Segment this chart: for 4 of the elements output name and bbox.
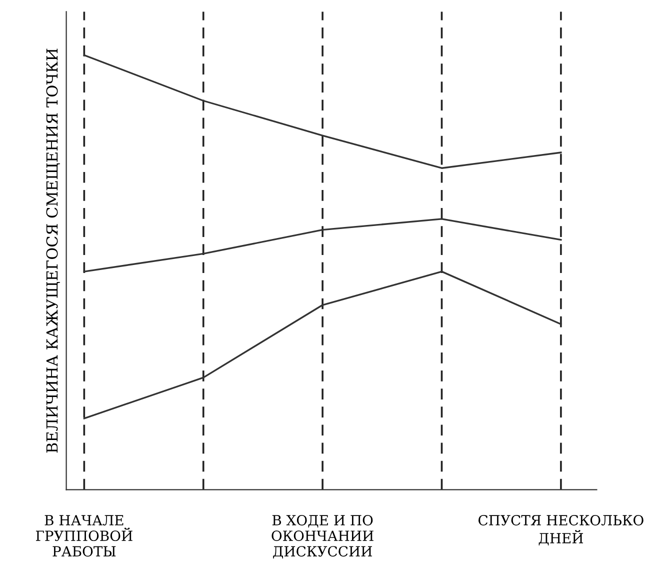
x-tick-label: СПУСТЯ НЕСКОЛЬКО ДНЕЙ xyxy=(478,514,644,546)
y-axis-title: ВЕЛИЧИНА КАЖУЩЕГОСЯ СМЕЩЕНИЯ ТОЧКИ xyxy=(46,48,60,453)
x-tick-label: В ХОДЕ И ПО ОКОНЧАНИИ ДИСКУССИИ xyxy=(272,514,374,559)
x-tick-label: В НАЧАЛЕ ГРУППОВОЙ РАБОТЫ xyxy=(36,515,132,557)
